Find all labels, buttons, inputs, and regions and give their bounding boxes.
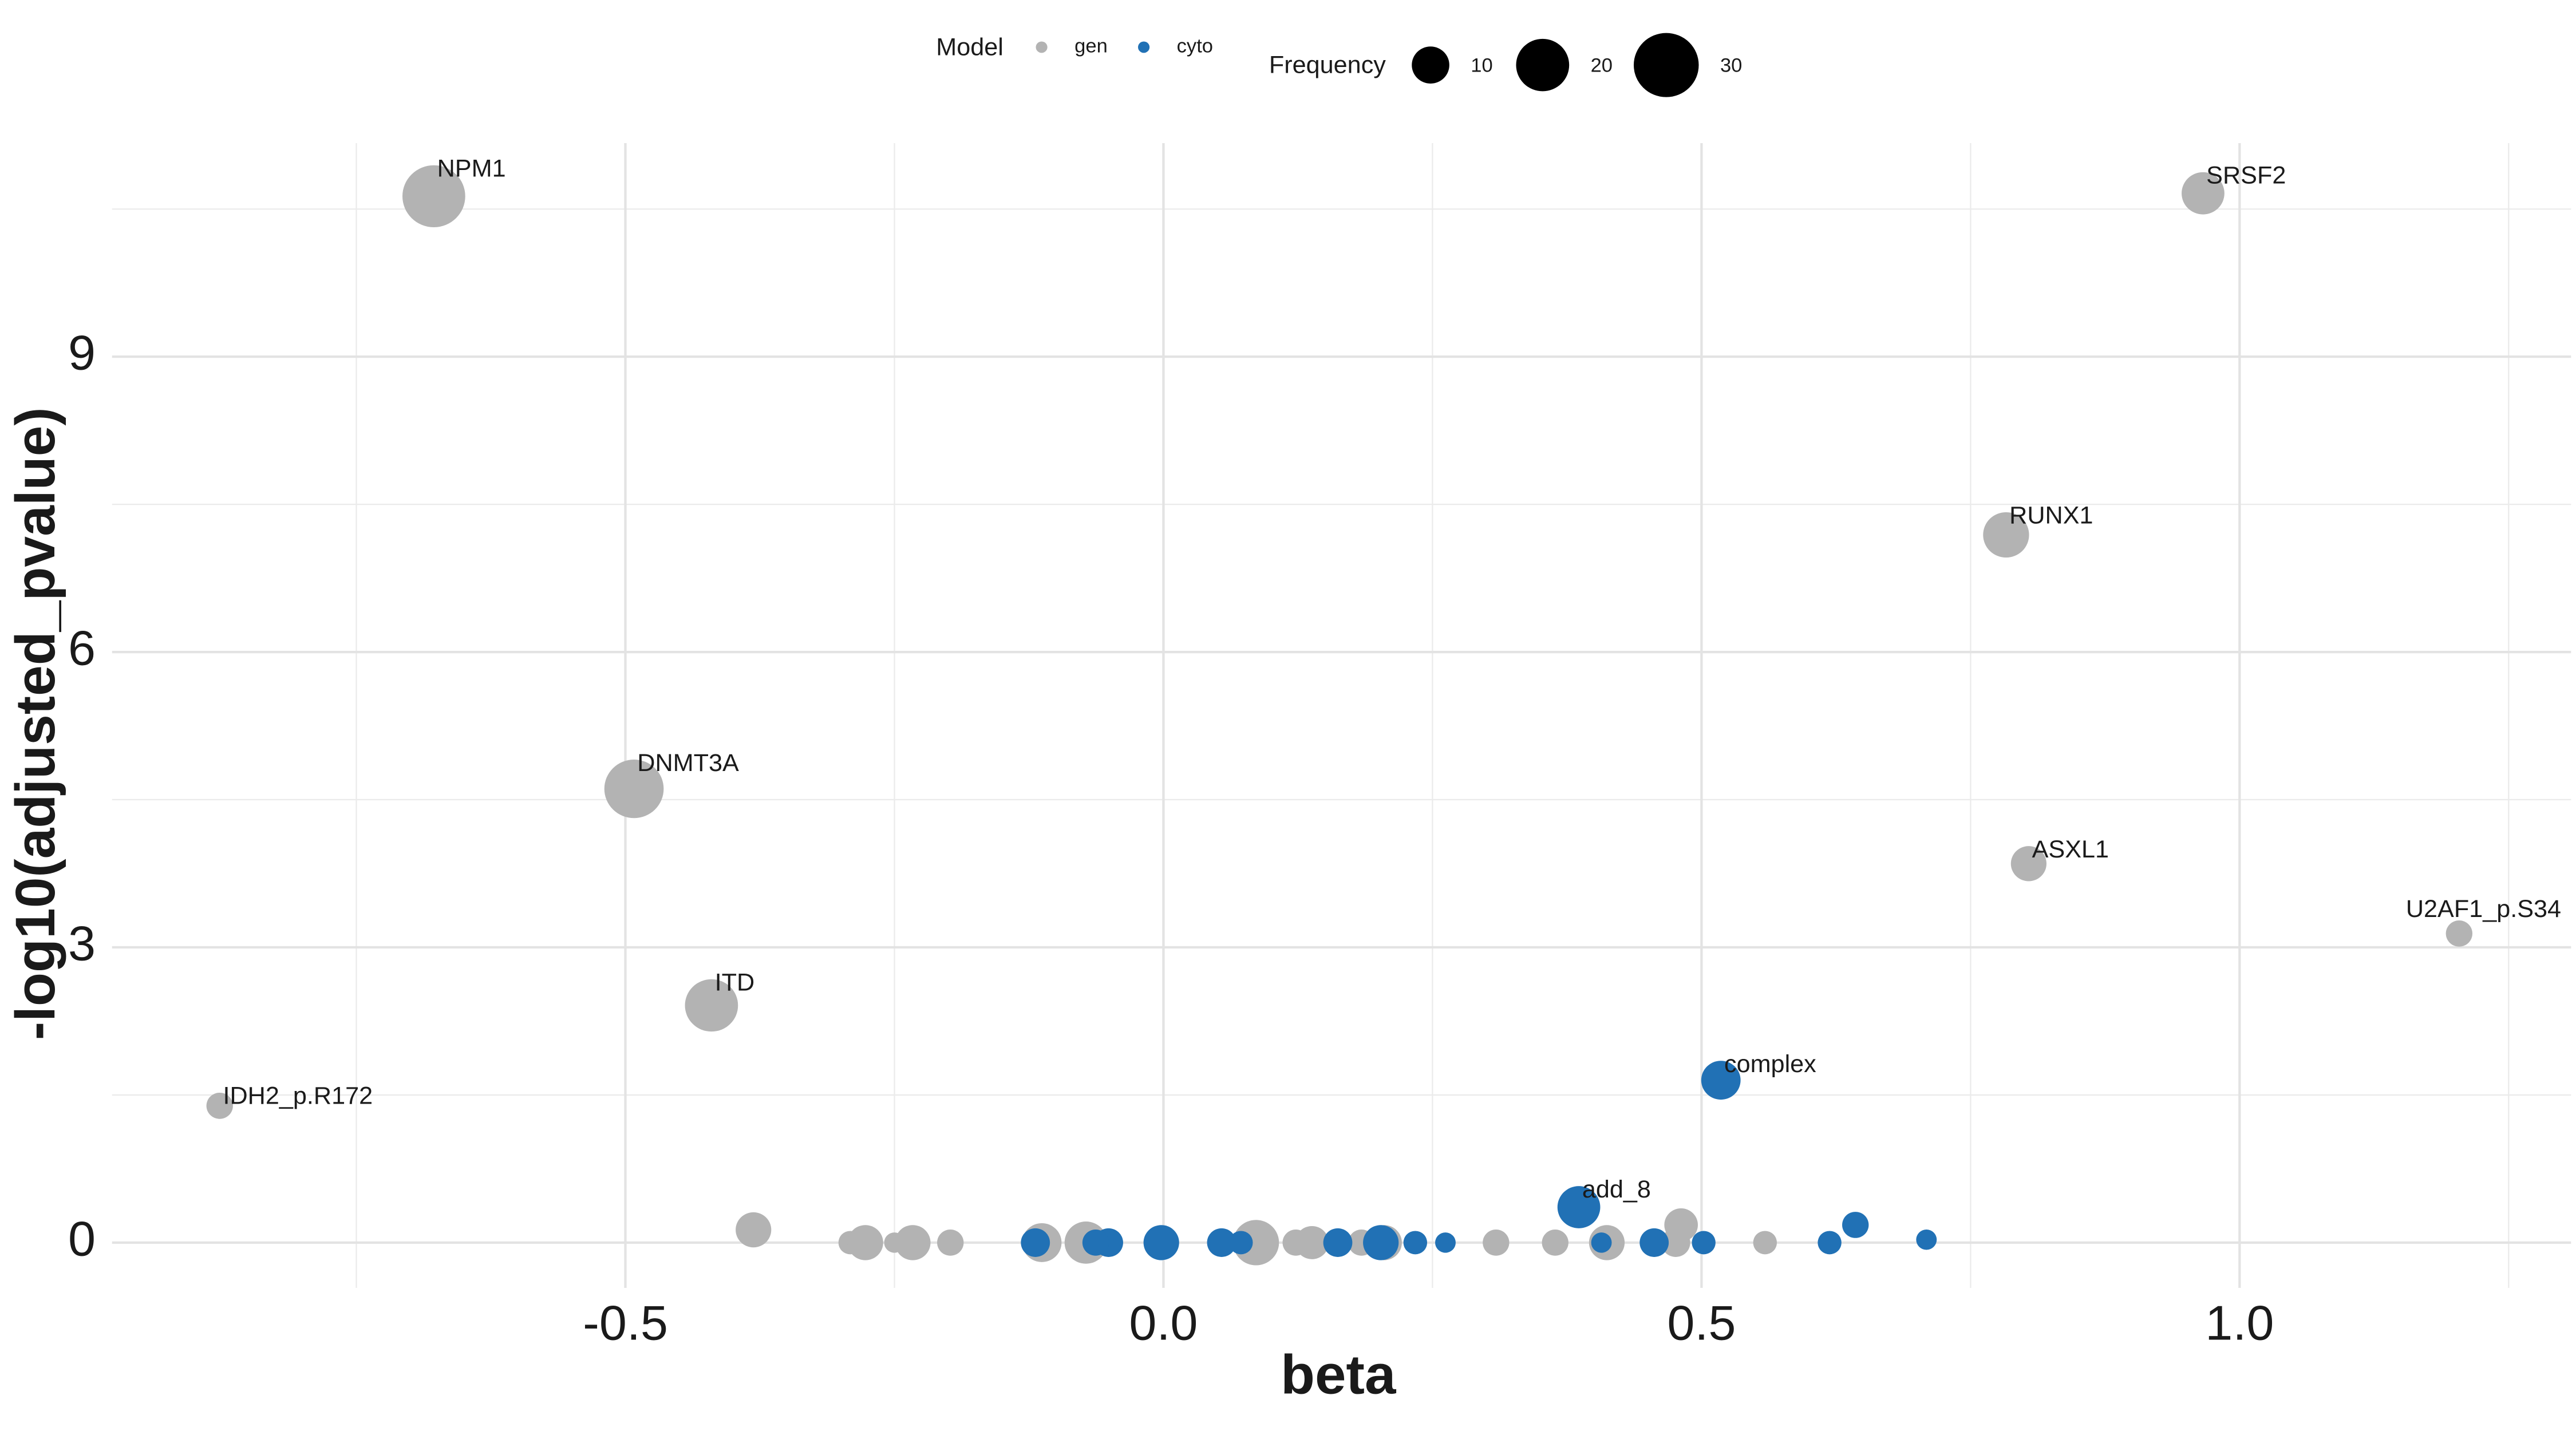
point	[1295, 1226, 1329, 1259]
point	[604, 759, 664, 819]
point	[1753, 1231, 1777, 1255]
x-axis-title: beta	[1281, 1343, 1396, 1405]
point	[2445, 920, 2473, 947]
point-label: NPM1	[437, 155, 506, 183]
point	[1207, 1228, 1236, 1257]
point-label: RUNX1	[2009, 502, 2093, 529]
point	[1483, 1230, 1510, 1256]
point	[1363, 1225, 1399, 1260]
legend-marker	[1036, 41, 1048, 53]
point	[2182, 172, 2225, 215]
point	[895, 1225, 931, 1260]
point	[1818, 1231, 1842, 1255]
point-label: complex	[1724, 1050, 1816, 1078]
point-label: DNMT3A	[637, 749, 739, 777]
point	[1639, 1228, 1669, 1257]
legend-size-marker	[1412, 46, 1449, 84]
point	[1591, 1232, 1612, 1253]
point	[1664, 1208, 1698, 1242]
point	[1701, 1061, 1741, 1100]
point	[206, 1092, 233, 1119]
point	[736, 1212, 772, 1248]
y-tick-label: 6	[68, 621, 96, 675]
legend-size-label: 10	[1471, 55, 1492, 77]
point-label: U2AF1_p.S34	[2406, 896, 2561, 923]
x-tick-label: 1.0	[2205, 1296, 2274, 1350]
point	[402, 165, 465, 227]
color-legend-title: Model	[936, 34, 1003, 61]
x-tick-label: 0.0	[1129, 1296, 1198, 1350]
point	[1403, 1231, 1428, 1255]
point	[685, 979, 738, 1032]
point	[847, 1225, 883, 1260]
point-label: ASXL1	[2032, 836, 2109, 863]
x-tick-label: -0.5	[583, 1296, 668, 1350]
point	[1916, 1230, 1937, 1250]
x-tick-label: 0.5	[1667, 1296, 1736, 1350]
y-tick-label: 0	[68, 1212, 96, 1266]
point	[1983, 512, 2029, 558]
point	[1557, 1186, 1601, 1228]
point-label: ITD	[715, 969, 755, 997]
legend-size-marker	[1633, 33, 1699, 97]
y-axis-title: -log10(adjusted_pvalue)	[3, 407, 66, 1040]
legend-size-marker	[1516, 38, 1570, 92]
point-label: IDH2_p.R172	[223, 1082, 373, 1110]
point	[1232, 1220, 1279, 1266]
legend-label: gen	[1074, 35, 1108, 57]
point	[1229, 1231, 1253, 1255]
point	[1143, 1225, 1179, 1260]
point-label: SRSF2	[2206, 162, 2286, 189]
point	[1692, 1231, 1716, 1255]
point-label: add_8	[1582, 1176, 1651, 1203]
point	[1435, 1232, 1456, 1253]
y-tick-label: 9	[68, 326, 96, 380]
legend-size-label: 20	[1591, 55, 1613, 77]
size-legend-title: Frequency	[1269, 52, 1386, 79]
point	[2010, 846, 2046, 881]
point	[1542, 1230, 1568, 1256]
legend-size-label: 30	[1720, 55, 1742, 77]
point	[1082, 1230, 1109, 1256]
point	[1021, 1228, 1050, 1257]
point	[937, 1230, 964, 1256]
point	[1323, 1228, 1353, 1257]
legend-marker	[1138, 41, 1150, 53]
point	[1842, 1212, 1869, 1238]
y-tick-label: 3	[68, 916, 96, 971]
legend-label: cyto	[1177, 35, 1213, 57]
